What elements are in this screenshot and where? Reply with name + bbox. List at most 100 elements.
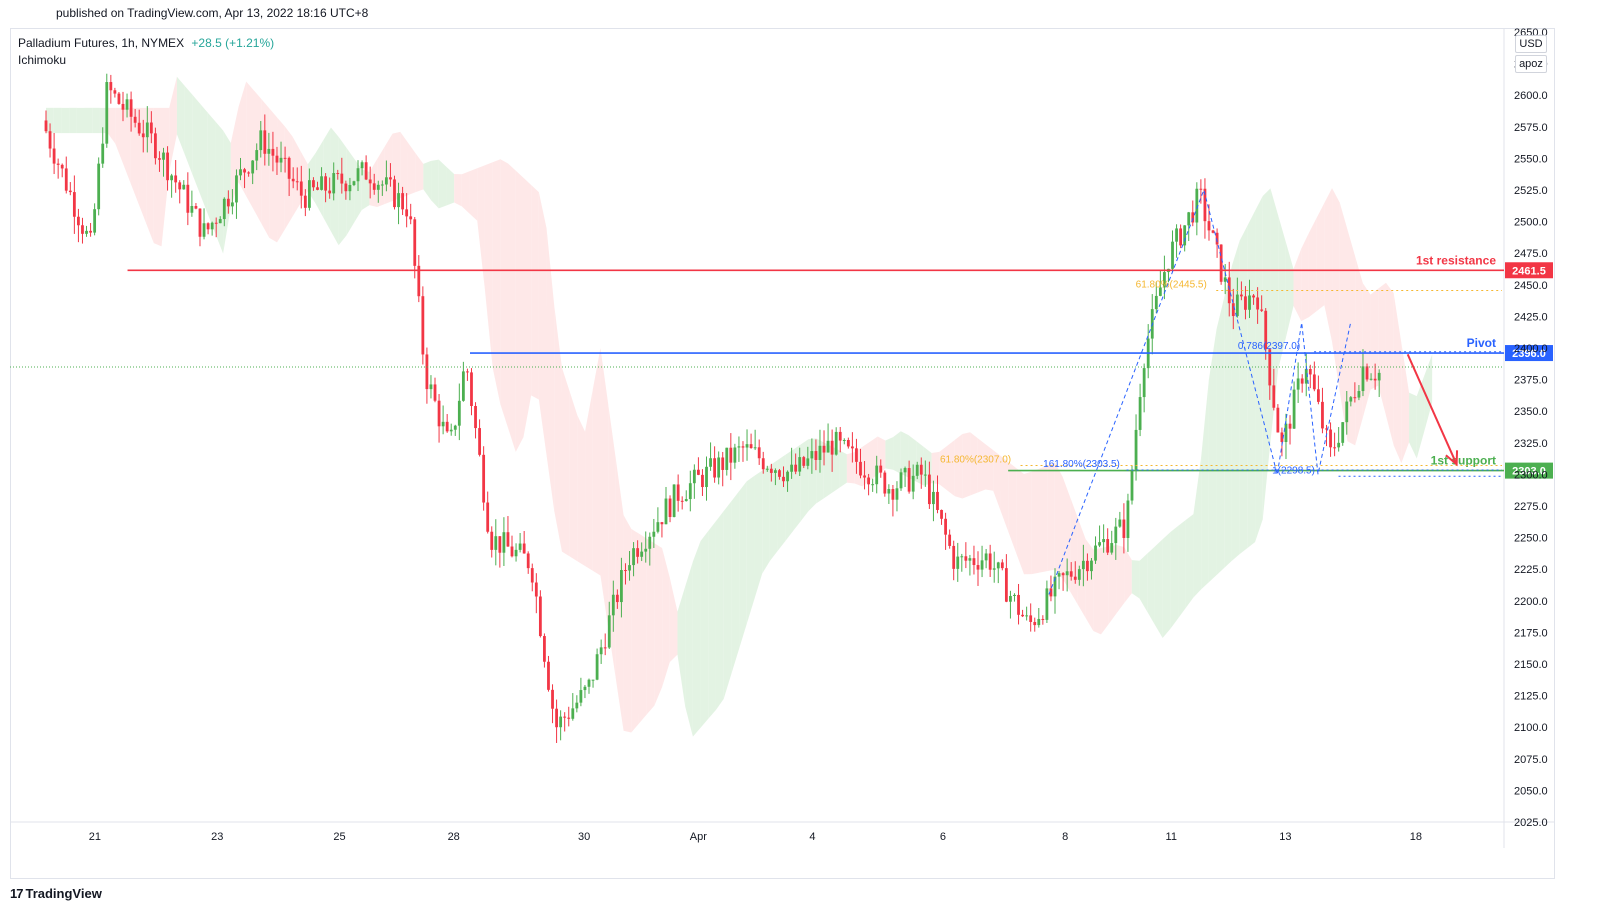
cloud-segment [1047,462,1055,572]
candle-body [822,445,826,453]
candle-body [461,371,465,401]
cloud-segment [538,192,547,456]
candle-body [940,509,943,519]
candle-body [482,454,486,503]
candle-body [855,448,858,462]
cloud-segment [669,577,678,663]
candle-body [279,157,283,163]
price-change: +28.5 (+1.21%) [191,36,275,50]
currency-button[interactable]: USD [1515,35,1547,53]
candle-body [952,545,956,569]
cloud-segment [223,130,231,254]
candlestick-series [44,73,1381,743]
cloud-segment [1108,545,1117,624]
candle-body [644,548,648,552]
cloud-segment [1116,545,1125,614]
candle-body [660,522,664,525]
cloud-segment [130,107,139,204]
cloud-segment [546,228,555,511]
candle-body [620,570,623,603]
candle-body [1235,294,1239,317]
cloud-segment [692,540,701,737]
candle-body [1252,295,1255,298]
candle-body [1081,560,1085,570]
candle-body [1280,432,1284,443]
candle-body [1207,221,1211,231]
candle-body [206,223,210,230]
chart-legend: Palladium Futures, 1h, NYMEX +28.5 (+1.2… [18,35,274,69]
candle-body [624,570,627,572]
cloud-segment [762,465,770,574]
candle-body [850,446,854,449]
cloud-segment [492,159,501,405]
cloud-segment [600,348,609,628]
candle-body [214,222,218,224]
cloud-segment [947,439,955,497]
cloud-segment [1093,548,1102,635]
cloud-segment [1139,553,1148,612]
fib-label: 61.80%(2445.5) [1136,279,1207,290]
cloud-segment [1247,210,1256,549]
candle-body [757,447,761,459]
candle-body [340,173,344,184]
candle-body [518,543,522,550]
scale-mode-button[interactable]: apoz [1515,55,1547,73]
cloud-segment [1201,379,1209,590]
candle-body [664,498,668,525]
candle-body [210,222,214,230]
price-unit-box[interactable]: USD apoz [1515,35,1547,75]
time-tick-label: 28 [448,831,460,843]
cloud-segment [1239,225,1248,555]
symbol-title[interactable]: Palladium Futures, 1h, NYMEX [18,36,185,50]
cloud-segment [400,131,408,199]
cloud-segment [1262,188,1271,520]
candle-body [287,157,291,179]
cloud-segment [831,446,840,494]
candle-body [1122,519,1126,538]
indicator-label[interactable]: Ichimoku [18,53,67,67]
cloud-segment [1016,468,1025,575]
cloud-segment [1124,547,1132,604]
candle-body [397,193,400,208]
candle-body [899,472,903,489]
candle-body [1179,228,1183,246]
candle-body [178,182,182,190]
cloud-segment [461,171,470,214]
cloud-segment [176,76,185,155]
cloud-segment [407,142,416,196]
candle-body [867,477,870,485]
candle-body [790,464,794,472]
cloud-segment [846,452,855,484]
candle-body [56,163,60,165]
candle-body [1215,232,1219,245]
cloud-segment [1170,526,1179,629]
level-label: 1st resistance [1416,253,1496,267]
candle-body [709,458,712,467]
candle-body [194,206,198,209]
candle-body [1276,407,1280,433]
candle-body [1325,428,1328,430]
chart-frame[interactable] [10,28,1555,879]
candle-body [741,446,745,448]
candle-body [583,686,587,691]
candle-body [563,716,567,718]
time-tick-label: 8 [1062,831,1068,843]
tradingview-logo[interactable]: 17 TradingView [10,886,102,901]
price-tick-label: 2475.0 [1514,248,1548,260]
candle-body [81,225,84,234]
candle-body [1240,294,1243,297]
candle-body [1300,378,1304,384]
projection-arrow [1406,353,1458,465]
candle-body [879,465,883,473]
candle-body [417,265,421,297]
cloud-segment [500,159,509,429]
candle-body [891,489,895,500]
cloud-segment [515,170,524,452]
candle-body [510,546,514,557]
time-axis: 21 23 25 28 30 Apr 4 6 8 11 13 18 [89,831,1422,843]
cloud-segment [338,136,347,246]
fibonacci-annotations: 61.80%(2445.5) 0.786(2397.0) 61.80%(2307.0… [940,188,1502,595]
candle-body [1041,618,1045,620]
cloud-segment [1077,518,1086,618]
